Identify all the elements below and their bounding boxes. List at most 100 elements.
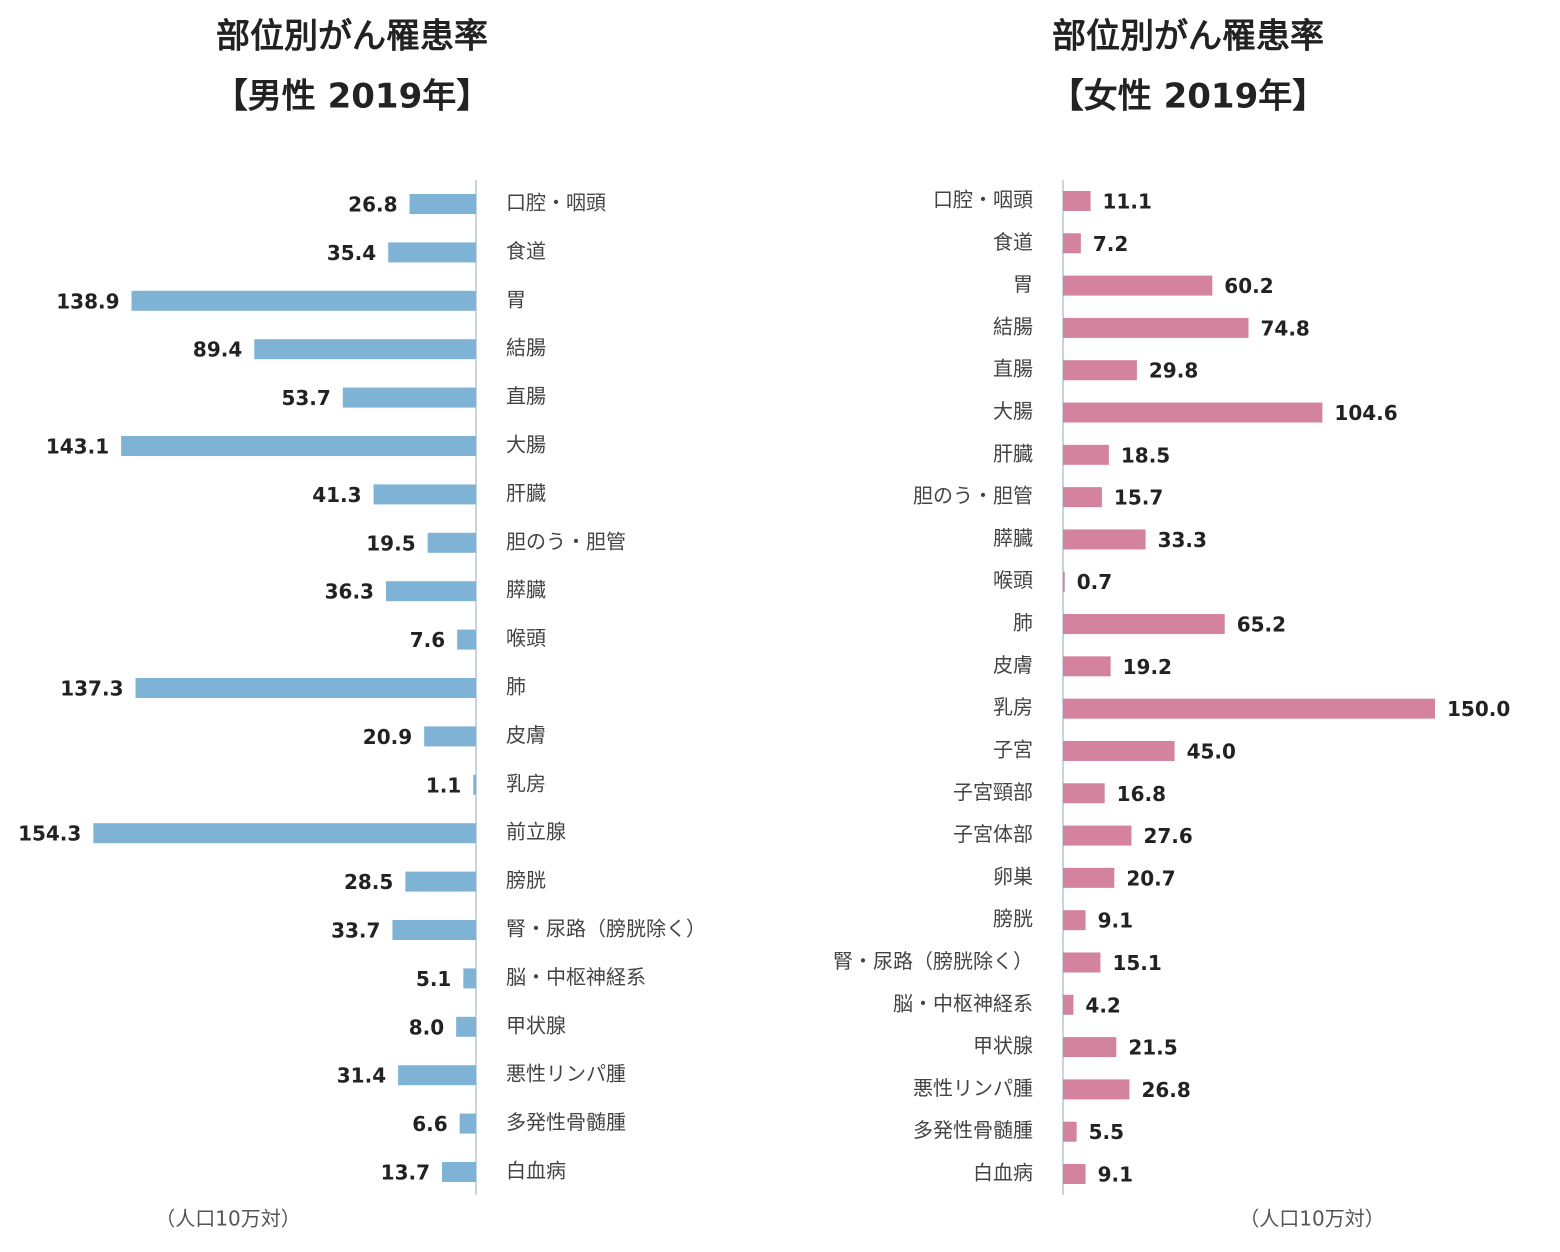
bar <box>388 242 476 263</box>
value-label: 143.1 <box>46 435 109 459</box>
category-label: 結腸 <box>993 314 1033 338</box>
category-label: 肺 <box>506 675 526 699</box>
category-label: 子宮 <box>993 737 1033 761</box>
bar <box>373 484 476 505</box>
value-label: 20.9 <box>363 725 412 749</box>
category-label: 多発性骨髄腫 <box>506 1110 626 1134</box>
bar <box>473 774 476 795</box>
bar <box>385 581 476 602</box>
category-label: 多発性骨髄腫 <box>913 1118 1033 1142</box>
bar <box>1063 529 1146 550</box>
value-label: 11.1 <box>1103 190 1152 214</box>
value-label: 15.1 <box>1112 951 1161 975</box>
category-label: 喉頭 <box>993 568 1033 592</box>
chart-title: 部位別がん罹患率 <box>1052 17 1324 57</box>
category-label: 食道 <box>506 239 546 263</box>
bar <box>1063 1121 1077 1142</box>
value-label: 138.9 <box>56 289 119 313</box>
bar <box>1063 867 1115 888</box>
bar <box>1063 317 1249 338</box>
category-label: 腎・尿路（膀胱除く） <box>506 917 706 941</box>
value-label: 154.3 <box>18 822 81 846</box>
value-label: 104.6 <box>1334 401 1397 425</box>
value-label: 6.6 <box>412 1112 447 1136</box>
value-label: 7.2 <box>1093 232 1128 256</box>
bar <box>1063 952 1101 973</box>
bar <box>1063 360 1137 381</box>
category-label: 口腔・咽頭 <box>506 191 606 215</box>
annotation: （人口10万対） <box>155 1207 300 1231</box>
category-label: 膀胱 <box>993 907 1033 931</box>
bar <box>409 194 476 214</box>
bar <box>1063 614 1225 635</box>
category-label: 白血病 <box>973 1161 1033 1185</box>
category-label: 子宮体部 <box>953 822 1033 846</box>
category-label: 肺 <box>1013 611 1033 635</box>
value-label: 29.8 <box>1149 359 1198 383</box>
value-label: 150.0 <box>1447 697 1510 721</box>
category-label: 悪性リンパ腫 <box>506 1062 626 1086</box>
category-label: 大腸 <box>993 399 1033 423</box>
value-label: 41.3 <box>312 483 361 507</box>
value-label: 26.8 <box>348 193 397 217</box>
bar <box>1063 571 1065 592</box>
value-label: 26.8 <box>1141 1078 1190 1102</box>
value-label: 18.5 <box>1121 443 1170 467</box>
category-label: 膀胱 <box>506 868 546 892</box>
bar <box>456 1016 476 1037</box>
category-label: 悪性リンパ腫 <box>913 1076 1033 1100</box>
value-label: 20.7 <box>1126 866 1175 890</box>
bar <box>1063 1037 1117 1058</box>
value-label: 5.1 <box>416 967 451 991</box>
bar <box>1063 740 1175 761</box>
bar <box>131 290 476 311</box>
value-label: 74.8 <box>1261 316 1310 340</box>
category-label: 甲状腺 <box>506 1013 566 1037</box>
value-label: 33.7 <box>331 919 380 943</box>
annotation: （人口10万対） <box>1239 1207 1384 1231</box>
bar <box>405 871 476 892</box>
value-label: 36.3 <box>325 580 374 604</box>
bar <box>1063 402 1323 423</box>
value-label: 53.7 <box>281 386 330 410</box>
value-label: 7.6 <box>410 628 445 652</box>
value-label: 31.4 <box>337 1064 386 1088</box>
value-label: 13.7 <box>381 1161 430 1185</box>
bar <box>1063 698 1435 719</box>
value-label: 137.3 <box>60 677 123 701</box>
bar <box>1063 191 1091 211</box>
value-label: 8.0 <box>409 1015 444 1039</box>
bar <box>1063 783 1105 804</box>
bar <box>1063 275 1213 296</box>
category-label: 結腸 <box>506 336 546 360</box>
value-label: 15.7 <box>1114 486 1163 510</box>
bar <box>1063 233 1081 254</box>
bar <box>254 339 476 360</box>
bar <box>457 629 476 650</box>
category-label: 肝臓 <box>993 441 1033 465</box>
bar <box>1063 487 1102 508</box>
value-label: 35.4 <box>327 241 376 265</box>
value-label: 1.1 <box>426 773 461 797</box>
category-label: 甲状腺 <box>973 1034 1033 1058</box>
bar <box>1063 910 1086 931</box>
bar <box>1063 994 1074 1015</box>
value-label: 27.6 <box>1143 824 1192 848</box>
value-label: 19.5 <box>366 531 415 555</box>
value-label: 65.2 <box>1237 613 1286 637</box>
category-label: 胆のう・胆管 <box>913 484 1033 508</box>
value-label: 19.2 <box>1123 655 1172 679</box>
value-label: 4.2 <box>1085 993 1120 1017</box>
category-label: 直腸 <box>506 384 546 408</box>
category-label: 腎・尿路（膀胱除く） <box>833 949 1033 973</box>
bar <box>121 436 476 456</box>
category-label: 胃 <box>1013 272 1033 296</box>
bar <box>1063 1079 1130 1100</box>
value-label: 28.5 <box>344 870 393 894</box>
bar <box>392 920 476 940</box>
category-label: 皮膚 <box>993 653 1033 677</box>
category-label: 大腸 <box>506 433 546 457</box>
category-label: 皮膚 <box>506 723 546 747</box>
